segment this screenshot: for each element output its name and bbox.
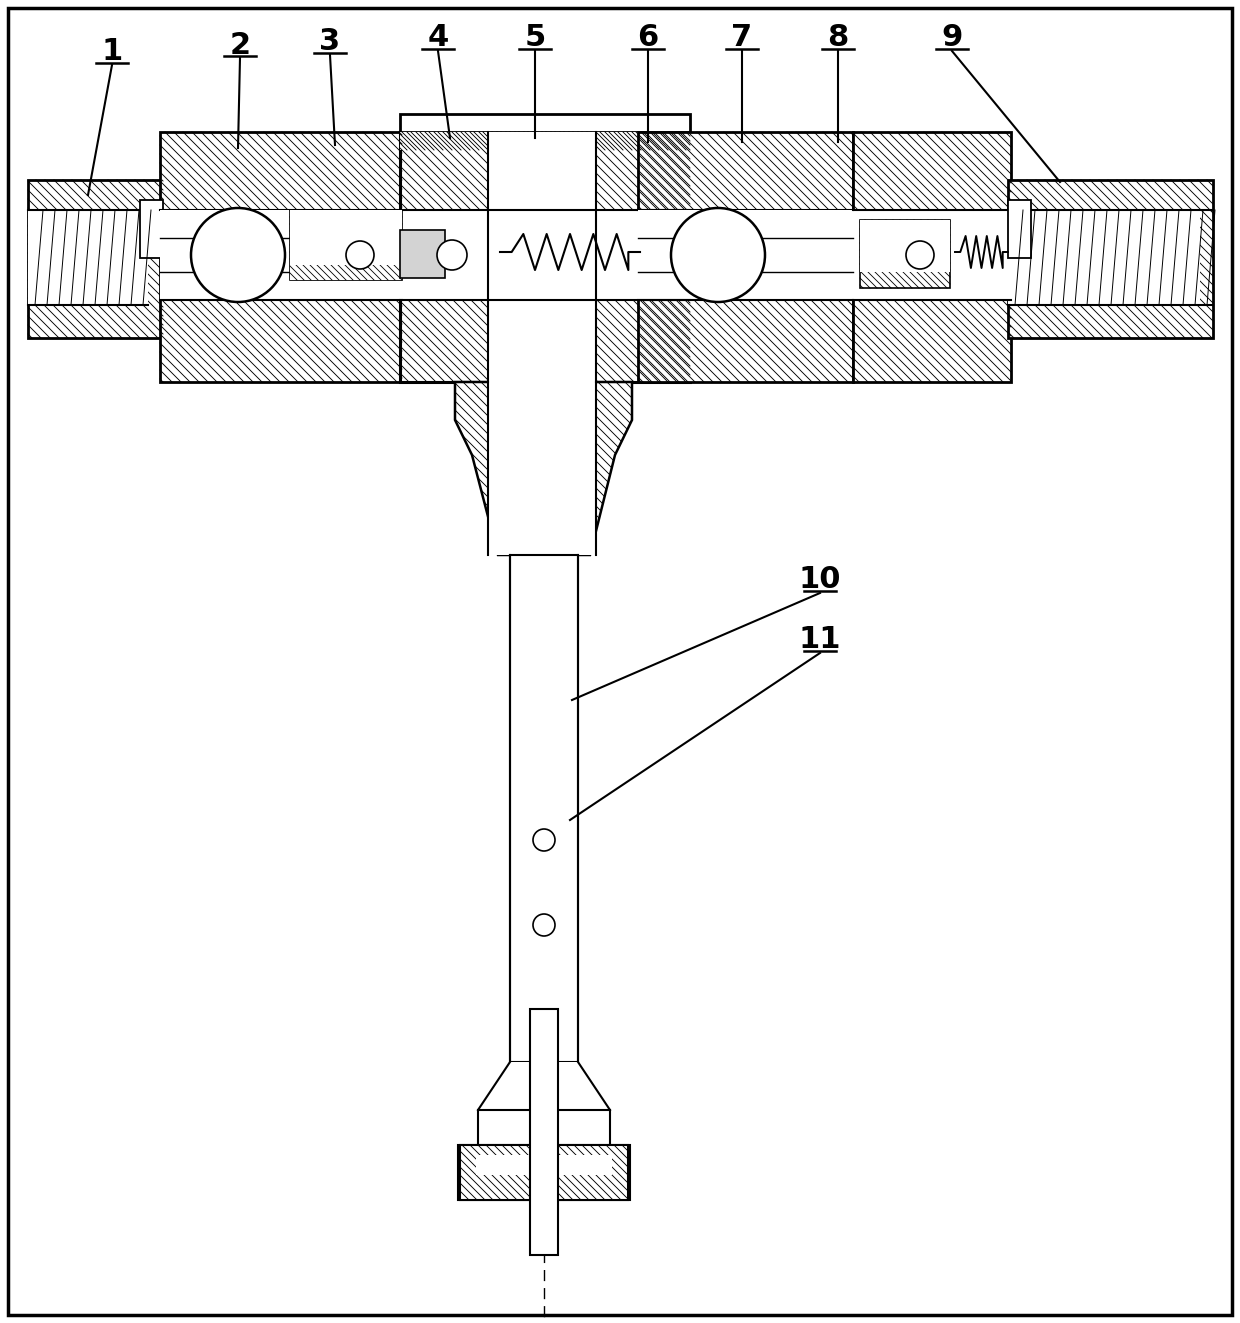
Text: 6: 6	[637, 24, 658, 53]
Text: 11: 11	[799, 626, 841, 655]
Text: 10: 10	[799, 565, 841, 594]
Circle shape	[671, 208, 765, 302]
Text: 5: 5	[525, 24, 546, 53]
Bar	[401, 132, 689, 382]
Circle shape	[436, 239, 467, 270]
Circle shape	[906, 241, 934, 269]
Bar	[160, 210, 402, 300]
Text: 1: 1	[102, 37, 123, 66]
Text: 4: 4	[428, 24, 449, 53]
Bar	[510, 556, 578, 1062]
Bar	[639, 210, 853, 300]
Bar	[639, 132, 853, 382]
Bar	[853, 210, 1011, 300]
Circle shape	[533, 830, 556, 851]
Bar	[529, 1009, 558, 1256]
Bar	[160, 210, 402, 238]
Bar	[140, 200, 162, 258]
Bar	[489, 132, 596, 382]
Bar	[290, 210, 402, 280]
Bar	[401, 230, 445, 278]
Bar	[29, 210, 148, 306]
Circle shape	[533, 914, 556, 935]
Bar	[458, 1144, 630, 1200]
Bar	[861, 220, 950, 288]
Bar	[290, 210, 402, 280]
Bar	[477, 1110, 610, 1155]
Bar	[489, 382, 596, 556]
Bar	[639, 210, 853, 238]
Text: 8: 8	[827, 24, 848, 53]
Bar	[460, 1144, 627, 1200]
Bar	[1008, 180, 1213, 337]
Text: 3: 3	[320, 28, 341, 57]
Bar	[160, 238, 402, 273]
Bar	[853, 132, 1011, 382]
Bar	[160, 132, 402, 382]
Bar	[476, 1155, 613, 1175]
Bar	[639, 238, 853, 273]
Bar	[401, 114, 689, 132]
Circle shape	[346, 241, 374, 269]
Polygon shape	[455, 382, 632, 556]
Bar	[401, 210, 689, 300]
Bar	[29, 180, 162, 337]
Bar	[401, 132, 689, 149]
Text: 9: 9	[941, 24, 962, 53]
Bar	[510, 1062, 578, 1099]
Text: 2: 2	[229, 30, 250, 60]
Bar	[1008, 210, 1200, 306]
Circle shape	[191, 208, 285, 302]
Bar	[1008, 200, 1030, 258]
Bar	[290, 210, 402, 265]
Bar	[861, 220, 950, 273]
Text: 7: 7	[732, 24, 753, 53]
